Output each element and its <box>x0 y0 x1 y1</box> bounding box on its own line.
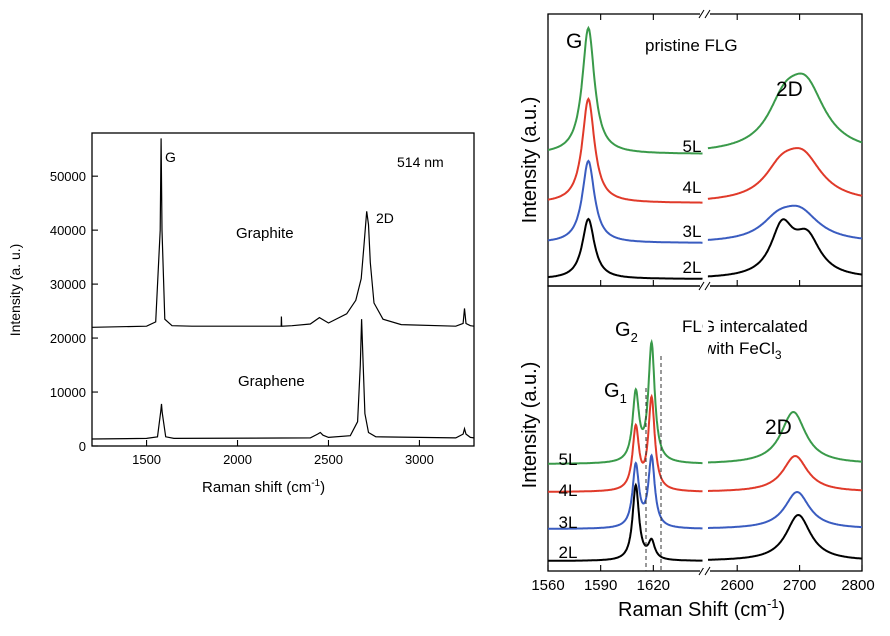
left-x-tick-label: 3000 <box>405 452 434 467</box>
g2-main: G <box>615 319 631 341</box>
intercalated-x-tick-label: 1590 <box>584 577 617 594</box>
right-xlabel-sup: -1 <box>767 596 779 611</box>
g2-sub: 2 <box>631 330 638 345</box>
pristine-peak-2d-label: 2D <box>776 78 803 101</box>
intercalated-x-tick-labels: 1560 1590 1620 2600 2700 2800 <box>531 577 874 594</box>
intercalated-3l-g-region <box>548 453 703 530</box>
break-gap-mid <box>700 283 710 289</box>
left-xlabel-main: Raman shift (cm <box>202 479 311 496</box>
intercalated-layer-label: 5L <box>559 450 578 469</box>
left-raman-chart: 1500 2000 2500 3000 0 10000 20000 30000 40000 50… <box>7 132 475 496</box>
intercalated-title-line1: FLG intercalated <box>682 317 808 336</box>
break-curve-gap <box>703 300 708 568</box>
pristine-5l-g-region <box>547 25 703 155</box>
pristine-5l-2d-region <box>707 72 863 150</box>
pristine-2l-2d-region <box>707 218 863 278</box>
left-y-tick-label: 40000 <box>50 223 86 238</box>
pristine-peak-g-label: G <box>566 30 582 53</box>
break-slash-mid <box>704 281 711 291</box>
pristine-flg-chart: G 2D pristine FLG Intensity (a.u.) 5L 4L 3… <box>519 13 863 287</box>
left-y-tick-label: 30000 <box>50 277 86 292</box>
pristine-title: pristine FLG <box>645 36 738 55</box>
g1-main: G <box>604 380 620 402</box>
left-series-graphite <box>91 138 475 328</box>
intercalated-2l-g-region <box>548 482 703 562</box>
intercalated-3l-2d-region <box>707 490 862 529</box>
pristine-layer-label: 4L <box>683 178 702 197</box>
break-slash-bottom <box>698 566 705 576</box>
right-xlabel-main: Raman Shift (cm <box>618 599 767 621</box>
left-plot-frame <box>91 132 475 447</box>
left-y-axis-label: Intensity (a. u.) <box>7 244 23 337</box>
intercalated-5l-g-region <box>548 338 703 465</box>
intercalated-series-lines <box>548 338 863 562</box>
intercalated-x-tick-label: 2600 <box>721 577 754 594</box>
intercalated-layer-label: 2L <box>559 543 578 562</box>
intercalated-x-tick-label: 2700 <box>783 577 816 594</box>
intercalated-x-ticks <box>547 565 863 571</box>
g1-peak-label: G1 <box>604 380 627 406</box>
left-peak-2d-label: 2D <box>376 210 394 226</box>
break-slash-mid <box>698 281 705 291</box>
break-gap-top <box>700 11 710 17</box>
left-y-tick-label: 20000 <box>50 331 86 346</box>
left-x-tick-label: 2500 <box>314 452 343 467</box>
pristine-3l-g-region <box>547 159 703 244</box>
left-x-axis-label: Raman shift (cm-1) <box>202 478 325 496</box>
pristine-layer-labels: 5L 4L 3L 2L <box>683 137 702 277</box>
left-y-tick-label: 50000 <box>50 169 86 184</box>
break-slash-top <box>698 9 705 19</box>
intercalated-title-main: with FeCl <box>703 339 775 358</box>
left-xlabel-sup: -1 <box>311 478 320 489</box>
pristine-layer-label: 5L <box>683 137 702 156</box>
axis-break-marks <box>698 9 711 576</box>
left-y-ticks: 0 10000 20000 30000 40000 50000 <box>50 169 98 454</box>
pristine-2l-g-region <box>547 217 703 280</box>
left-y-tick-label: 0 <box>79 439 86 454</box>
left-series-lines <box>91 138 475 440</box>
right-x-axis-label: Raman Shift (cm-1) <box>618 596 785 621</box>
pristine-4l-g-region <box>547 97 703 204</box>
intercalated-title-line2: with FeCl3 <box>703 339 782 362</box>
break-slash-bottom <box>704 566 711 576</box>
intercalated-5l-2d-region <box>707 410 862 464</box>
intercalated-x-tick-label: 2800 <box>841 577 874 594</box>
intercalated-4l-2d-region <box>707 454 863 492</box>
pristine-series-lines <box>547 25 863 280</box>
right-xlabel-close: ) <box>779 599 786 621</box>
left-x-tick-label: 2000 <box>223 452 252 467</box>
intercalated-2l-2d-region <box>707 513 863 561</box>
intercalated-layer-label: 4L <box>559 481 578 500</box>
pristine-layer-label: 3L <box>683 222 702 241</box>
pristine-4l-2d-region <box>707 147 863 200</box>
left-peak-g-label: G <box>165 149 176 165</box>
pristine-x-ticks <box>547 14 863 286</box>
intercalated-peak-2d-label: 2D <box>765 416 792 439</box>
g2-peak-label: G2 <box>615 319 638 345</box>
graphite-label: Graphite <box>236 225 294 242</box>
break-slash-top <box>704 9 711 19</box>
intercalated-y-axis-label: Intensity (a.u.) <box>519 362 541 489</box>
left-series-graphene <box>91 319 475 440</box>
pristine-3l-2d-region <box>707 204 863 241</box>
intercalated-layer-labels: 5L 4L 3L 2L <box>559 450 578 562</box>
intercalated-flg-chart: 1560 1590 1620 2600 2700 2800 G2 G1 2D FLG in… <box>519 285 875 621</box>
break-gap-bottom <box>700 568 710 574</box>
intercalated-title-sub: 3 <box>775 348 782 362</box>
graphene-label: Graphene <box>238 373 305 390</box>
left-xlabel-close: ) <box>320 479 325 496</box>
intercalated-layer-label: 3L <box>559 513 578 532</box>
left-x-tick-label: 1500 <box>132 452 161 467</box>
g1-sub: 1 <box>620 391 627 406</box>
left-x-ticks: 1500 2000 2500 3000 <box>132 440 434 467</box>
pristine-y-axis-label: Intensity (a.u.) <box>519 97 541 224</box>
left-y-tick-label: 10000 <box>50 385 86 400</box>
intercalated-x-tick-label: 1620 <box>637 577 670 594</box>
pristine-layer-label: 2L <box>683 258 702 277</box>
intercalated-x-tick-label: 1560 <box>531 577 564 594</box>
laser-wavelength-label: 514 nm <box>397 154 444 170</box>
intercalated-4l-g-region <box>548 393 703 493</box>
